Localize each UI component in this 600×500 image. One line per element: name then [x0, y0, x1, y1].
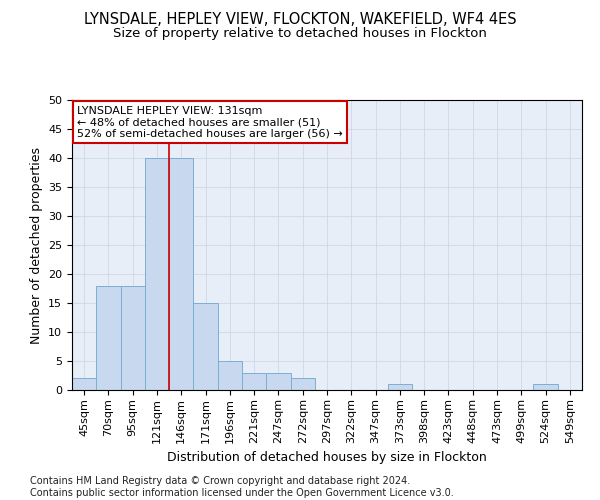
Bar	[266, 372, 290, 390]
Text: LYNSDALE, HEPLEY VIEW, FLOCKTON, WAKEFIELD, WF4 4ES: LYNSDALE, HEPLEY VIEW, FLOCKTON, WAKEFIE…	[83, 12, 517, 28]
Text: LYNSDALE HEPLEY VIEW: 131sqm
← 48% of detached houses are smaller (51)
52% of se: LYNSDALE HEPLEY VIEW: 131sqm ← 48% of de…	[77, 106, 343, 139]
Bar	[72, 378, 96, 390]
Bar	[533, 384, 558, 390]
Bar	[388, 384, 412, 390]
Bar	[96, 286, 121, 390]
Y-axis label: Number of detached properties: Number of detached properties	[29, 146, 43, 344]
Bar	[193, 303, 218, 390]
Text: Size of property relative to detached houses in Flockton: Size of property relative to detached ho…	[113, 28, 487, 40]
Bar	[169, 158, 193, 390]
Bar	[218, 361, 242, 390]
Text: Contains HM Land Registry data © Crown copyright and database right 2024.
Contai: Contains HM Land Registry data © Crown c…	[30, 476, 454, 498]
Bar	[242, 372, 266, 390]
Bar	[121, 286, 145, 390]
Bar	[290, 378, 315, 390]
X-axis label: Distribution of detached houses by size in Flockton: Distribution of detached houses by size …	[167, 451, 487, 464]
Bar	[145, 158, 169, 390]
